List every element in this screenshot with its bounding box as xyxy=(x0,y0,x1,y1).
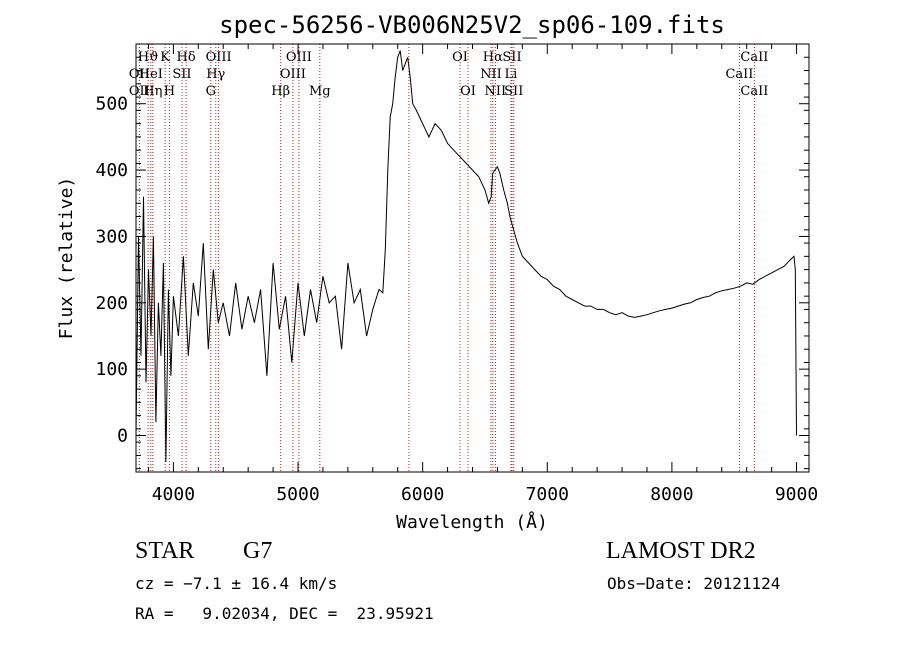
spectral-line-label: Hα xyxy=(483,50,503,65)
spectrum-line xyxy=(135,50,797,463)
spectral-line-label: Hγ xyxy=(206,67,225,82)
spectral-line-label: Hη xyxy=(143,84,162,99)
spectral-line-label: G xyxy=(206,84,216,99)
spectral-line-label: OI xyxy=(452,50,468,65)
spectral-line-label: Li xyxy=(504,67,517,82)
y-tick-label: 400 xyxy=(95,160,128,181)
spectral-line-label: HeI xyxy=(139,67,163,82)
spectral-line-label: Hβ xyxy=(271,84,290,99)
object-class: STAR xyxy=(135,538,195,564)
spectral-line-label: OI xyxy=(460,84,476,99)
survey-name: LAMOST DR2 xyxy=(606,538,756,564)
redshift-velocity: cz = −7.1 ± 16.4 km/s xyxy=(135,574,338,593)
spectral-line-label: SII xyxy=(172,67,191,82)
y-tick-label: 500 xyxy=(95,94,128,115)
spectral-line-label: Hϑ xyxy=(138,50,159,65)
spectral-line-label: CaII xyxy=(725,67,753,82)
x-tick-label: 8000 xyxy=(650,484,693,505)
spectral-line-markers xyxy=(138,44,755,472)
spectral-line-label: NII xyxy=(484,84,506,99)
spectral-line-label: SII xyxy=(502,50,521,65)
spectral-line-label: H xyxy=(164,84,175,99)
y-tick-label: 100 xyxy=(95,359,128,380)
spectral-line-label: Mg xyxy=(309,84,331,99)
y-tick-label: 300 xyxy=(95,226,128,247)
spectral-line-label: SII xyxy=(504,84,523,99)
y-tick-label: 0 xyxy=(117,426,128,447)
spectral-line-label: K xyxy=(160,50,170,65)
x-axis-label: Wavelength (Å) xyxy=(396,511,548,533)
spectrum-series xyxy=(135,50,797,463)
spectral-line-label: CaII xyxy=(740,50,768,65)
x-tick-label: 4000 xyxy=(152,484,195,505)
spectral-line-label: OIII xyxy=(280,67,306,82)
spectral-line-label: OII xyxy=(129,84,150,99)
axis-ticks: 4000 5000 6000 7000 8000 9000 0 100 200 300 400 500 xyxy=(95,43,818,505)
spectral-line-label: OIII xyxy=(286,50,312,65)
x-tick-label: 5000 xyxy=(276,484,319,505)
y-axis-label: Flux (relative) xyxy=(56,177,77,340)
x-tick-label: 9000 xyxy=(775,484,818,505)
spectral-line-label: NII xyxy=(480,67,502,82)
x-tick-label: 7000 xyxy=(526,484,569,505)
y-tick-label: 200 xyxy=(95,293,128,314)
chart-title: spec-56256-VB006N25V2_sp06-109.fits xyxy=(219,11,725,39)
observation-date: Obs−Date: 20121124 xyxy=(607,574,781,593)
spectral-line-label: Hδ xyxy=(177,50,196,65)
object-subclass: G7 xyxy=(243,538,273,564)
spectral-line-label: OII xyxy=(129,67,150,82)
spectral-line-label: CaII xyxy=(740,84,768,99)
plot-frame xyxy=(135,43,810,473)
spectral-line-label: OIII xyxy=(206,50,232,65)
x-tick-label: 6000 xyxy=(401,484,444,505)
sky-coordinates: RA = 9.02034, DEC = 23.95921 xyxy=(135,604,434,623)
